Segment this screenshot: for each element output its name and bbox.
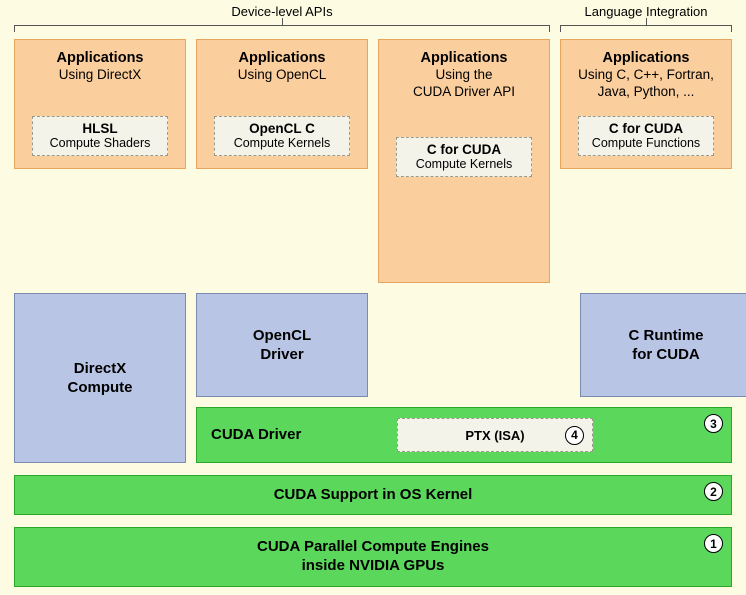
cuda-driver: CUDA Driver PTX (ISA) 4 3	[196, 407, 732, 463]
app-directx: Applications Using DirectX HLSL Compute …	[14, 39, 186, 169]
app-opencl: Applications Using OpenCL OpenCL C Compu…	[196, 39, 368, 169]
kernel-title: C for CUDA	[405, 142, 523, 157]
kernel-c-for-cuda-k: C for CUDA Compute Kernels	[396, 137, 532, 177]
badge-4: 4	[565, 426, 584, 445]
app-title: Applications	[602, 50, 689, 66]
app-cuda-driver-api: Applications Using the CUDA Driver API C…	[378, 39, 550, 283]
opencl-driver: OpenCL Driver	[196, 293, 368, 397]
kernel-title: C for CUDA	[587, 121, 705, 136]
ptx-isa: PTX (ISA) 4	[397, 418, 593, 452]
mid-line2: for CUDA	[632, 345, 700, 365]
kernel-c-for-cuda-f: C for CUDA Compute Functions	[578, 116, 714, 156]
gpu-line2: inside NVIDIA GPUs	[302, 557, 445, 576]
kernel-sub: Compute Kernels	[405, 157, 523, 171]
kernel-title: OpenCL C	[223, 121, 341, 136]
kernel-sub: Compute Shaders	[41, 136, 159, 150]
driver-row: DirectX Compute OpenCL Driver C Runtime …	[14, 293, 732, 463]
app-title: Applications	[56, 50, 143, 66]
app-subtitle: Using the CUDA Driver API	[413, 67, 515, 101]
cuda-driver-label: CUDA Driver	[211, 426, 301, 445]
app-subtitle: Using DirectX	[59, 67, 142, 84]
kernel-title: HLSL	[41, 121, 159, 136]
mid-line1: C Runtime	[629, 326, 704, 346]
kernel-sub: Compute Kernels	[223, 136, 341, 150]
gpu-line1: CUDA Parallel Compute Engines	[257, 538, 489, 557]
app-lang-integration: Applications Using C, C++, Fortran, Java…	[560, 39, 732, 169]
badge-3: 3	[704, 414, 723, 433]
cuda-os-kernel: CUDA Support in OS Kernel 2	[14, 475, 732, 515]
mid-line2: Driver	[260, 345, 303, 365]
badge-1: 1	[704, 534, 723, 553]
ptx-label: PTX (ISA)	[465, 428, 524, 443]
applications-row: Applications Using DirectX HLSL Compute …	[14, 39, 732, 283]
cuda-gpu-engines: CUDA Parallel Compute Engines inside NVI…	[14, 527, 732, 587]
mid-line2: Compute	[68, 378, 133, 398]
kernel-sub: Compute Functions	[587, 136, 705, 150]
app-subtitle: Using C, C++, Fortran, Java, Python, ...	[578, 67, 714, 101]
os-kernel-label: CUDA Support in OS Kernel	[274, 486, 473, 505]
badge-2: 2	[704, 482, 723, 501]
mid-line1: OpenCL	[253, 326, 311, 346]
brace-lang-integration	[560, 21, 732, 31]
c-runtime-cuda: C Runtime for CUDA	[580, 293, 746, 397]
app-subtitle: Using OpenCL	[238, 67, 327, 84]
directx-compute: DirectX Compute	[14, 293, 186, 463]
app-title: Applications	[238, 50, 325, 66]
brace-device-apis	[14, 21, 550, 31]
header-row: Device-level APIs Language Integration	[14, 4, 732, 37]
kernel-hlsl: HLSL Compute Shaders	[32, 116, 168, 156]
app-title: Applications	[420, 50, 507, 66]
mid-line1: DirectX	[74, 359, 127, 379]
kernel-openclc: OpenCL C Compute Kernels	[214, 116, 350, 156]
